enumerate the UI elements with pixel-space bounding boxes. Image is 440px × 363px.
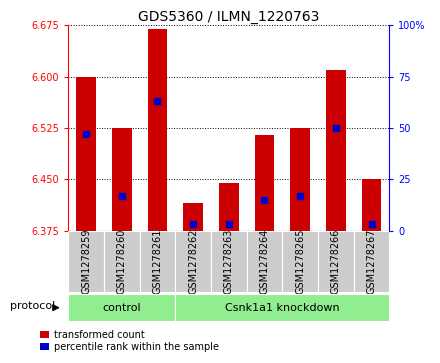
Bar	[104, 231, 139, 292]
Title: GDS5360 / ILMN_1220763: GDS5360 / ILMN_1220763	[138, 11, 319, 24]
Bar	[362, 179, 381, 231]
Bar	[175, 231, 211, 292]
Text: GSM1278266: GSM1278266	[331, 229, 341, 294]
Text: Csnk1a1 knockdown: Csnk1a1 knockdown	[225, 303, 340, 313]
Text: protocol: protocol	[10, 301, 55, 311]
Bar	[147, 29, 167, 231]
Bar	[183, 203, 203, 231]
Bar	[219, 183, 238, 231]
Legend: transformed count, percentile rank within the sample: transformed count, percentile rank withi…	[40, 330, 219, 352]
Point	[261, 197, 268, 203]
Bar	[354, 231, 389, 292]
Text: GSM1278260: GSM1278260	[117, 229, 127, 294]
Text: GSM1278259: GSM1278259	[81, 229, 91, 294]
Point	[83, 131, 90, 137]
Point	[297, 193, 304, 199]
Bar	[255, 135, 274, 231]
Text: GSM1278261: GSM1278261	[152, 229, 162, 294]
Bar	[247, 231, 282, 292]
Point	[190, 221, 197, 227]
Bar	[68, 294, 175, 321]
Point	[332, 125, 339, 131]
Bar	[112, 128, 132, 231]
Text: GSM1278267: GSM1278267	[367, 229, 377, 294]
Bar	[318, 231, 354, 292]
Bar	[175, 294, 389, 321]
Text: GSM1278265: GSM1278265	[295, 229, 305, 294]
Point	[225, 221, 232, 227]
Bar	[290, 128, 310, 231]
Text: GSM1278264: GSM1278264	[260, 229, 269, 294]
Bar	[76, 77, 96, 231]
Point	[118, 193, 125, 199]
Point	[154, 98, 161, 104]
Bar	[68, 231, 104, 292]
Bar	[282, 231, 318, 292]
Point	[368, 221, 375, 227]
Bar	[211, 231, 247, 292]
Text: GSM1278262: GSM1278262	[188, 229, 198, 294]
Bar	[326, 70, 346, 231]
Bar	[139, 231, 175, 292]
Text: GSM1278263: GSM1278263	[224, 229, 234, 294]
Text: control: control	[103, 303, 141, 313]
